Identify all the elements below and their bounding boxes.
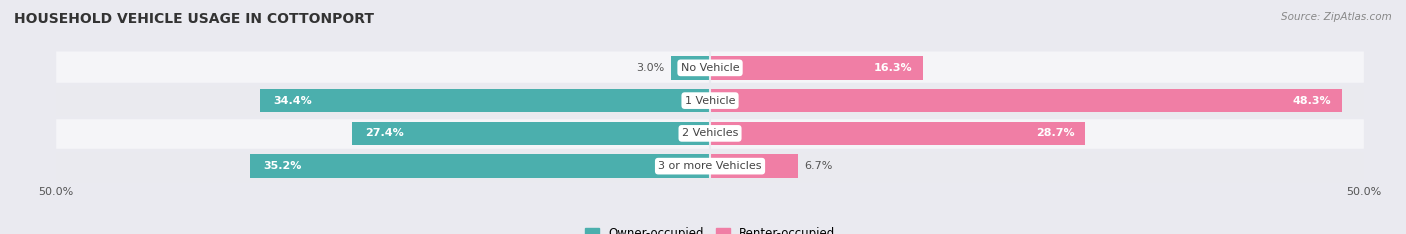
Text: HOUSEHOLD VEHICLE USAGE IN COTTONPORT: HOUSEHOLD VEHICLE USAGE IN COTTONPORT xyxy=(14,12,374,26)
FancyBboxPatch shape xyxy=(56,84,1364,117)
Text: 1 Vehicle: 1 Vehicle xyxy=(685,96,735,106)
Bar xyxy=(260,89,710,112)
Text: 6.7%: 6.7% xyxy=(804,161,832,171)
Bar xyxy=(710,89,1341,112)
Bar xyxy=(710,56,924,80)
Text: 35.2%: 35.2% xyxy=(263,161,301,171)
FancyBboxPatch shape xyxy=(56,150,1364,183)
Text: 2 Vehicles: 2 Vehicles xyxy=(682,128,738,138)
Text: 16.3%: 16.3% xyxy=(875,63,912,73)
Text: 3.0%: 3.0% xyxy=(636,63,664,73)
Text: 48.3%: 48.3% xyxy=(1292,96,1331,106)
Bar xyxy=(250,154,710,178)
FancyBboxPatch shape xyxy=(56,117,1364,150)
Bar xyxy=(710,122,1085,145)
Text: 3 or more Vehicles: 3 or more Vehicles xyxy=(658,161,762,171)
Text: 28.7%: 28.7% xyxy=(1036,128,1074,138)
Text: Source: ZipAtlas.com: Source: ZipAtlas.com xyxy=(1281,12,1392,22)
Text: 27.4%: 27.4% xyxy=(364,128,404,138)
Text: 34.4%: 34.4% xyxy=(273,96,312,106)
Bar xyxy=(352,122,710,145)
Text: No Vehicle: No Vehicle xyxy=(681,63,740,73)
Bar xyxy=(710,154,797,178)
Legend: Owner-occupied, Renter-occupied: Owner-occupied, Renter-occupied xyxy=(579,222,841,234)
FancyBboxPatch shape xyxy=(56,51,1364,84)
Bar xyxy=(671,56,710,80)
